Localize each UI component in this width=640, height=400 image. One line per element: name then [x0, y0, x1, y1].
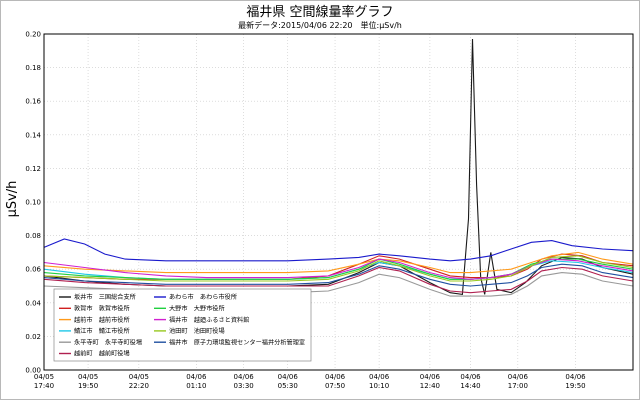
x-tick-time: 12:40 — [420, 382, 440, 390]
x-tick-date: 04/06 — [420, 373, 441, 381]
x-tick-time: 22:20 — [129, 382, 149, 390]
legend-entry: 福井市 越廼ふるさと資料館 — [169, 316, 249, 324]
x-tick-date: 04/05 — [34, 373, 54, 381]
y-tick-label: 0.02 — [25, 333, 41, 341]
legend-entry: あわら市 あわら市役所 — [169, 293, 237, 301]
x-tick-date: 04/06 — [234, 373, 255, 381]
x-tick-date: 04/06 — [460, 373, 481, 381]
series-line — [43, 255, 634, 282]
x-tick-time: 07:50 — [325, 382, 345, 390]
y-tick-label: 0.18 — [25, 64, 41, 72]
series-line — [43, 258, 634, 280]
y-tick-label: 0.04 — [25, 299, 41, 307]
series-line — [43, 266, 634, 294]
y-tick-label: 0.00 — [25, 367, 41, 375]
x-tick-time: 19:50 — [565, 382, 585, 390]
legend-entry: 福井市 原子力環境監視センター福井分析管理室 — [169, 338, 305, 346]
x-tick-date: 04/06 — [369, 373, 390, 381]
legend-entry: 大野市 大野市役所 — [169, 305, 225, 313]
legend-entry: 池田町 池田町役場 — [169, 327, 225, 335]
y-tick-label: 0.16 — [25, 98, 41, 106]
x-tick-date: 04/06 — [186, 373, 207, 381]
legend-box — [53, 288, 312, 362]
x-tick-date: 04/06 — [325, 373, 346, 381]
y-tick-label: 0.08 — [25, 232, 41, 240]
legend-entry: 鯖江市 鯖江市役所 — [74, 327, 130, 335]
y-ticks: 0.00 0.02 0.04 0.06 0.08 0.10 0.12 0.14 0.16 0.18… — [25, 31, 41, 375]
x-tick-time: 01:10 — [186, 382, 206, 390]
y-tick-label: 0.20 — [25, 31, 41, 39]
x-tick-date: 04/06 — [278, 373, 299, 381]
chart-subtitle: 最新データ:2015/04/06 22:20 単位:μSv/h — [238, 20, 402, 30]
x-tick-time: 17:00 — [508, 382, 528, 390]
legend-entry: 坂井市 三国総合支所 — [74, 293, 136, 301]
series-line — [43, 251, 634, 274]
x-tick-time: 17:40 — [34, 382, 54, 390]
x-tick-date: 04/05 — [129, 373, 149, 381]
x-tick-date: 04/06 — [508, 373, 529, 381]
y-tick-label: 0.12 — [25, 165, 41, 173]
y-tick-label: 0.14 — [25, 131, 41, 139]
y-tick-label: 0.10 — [25, 199, 41, 207]
series-line — [43, 238, 634, 262]
x-tick-time: 03:30 — [234, 382, 254, 390]
series-line — [43, 38, 634, 296]
y-axis-label: μSv/h — [5, 181, 20, 218]
legend-entry: 永平寺町 永平寺町役場 — [74, 338, 142, 346]
x-tick-time: 14:40 — [460, 382, 480, 390]
x-tick-date: 04/05 — [78, 373, 98, 381]
plot-border — [43, 33, 634, 371]
x-tick-time: 19:50 — [78, 382, 98, 390]
legend-entry: 敦賀市 敦賀市役所 — [74, 305, 130, 313]
series-line — [43, 263, 634, 287]
legend-entry: 越前市 越前市役所 — [74, 316, 130, 324]
x-ticks: 04/0517:4004/0519:5004/0522:2004/0601:10… — [34, 373, 586, 390]
x-tick-time: 10:10 — [369, 382, 389, 390]
y-tick-label: 0.06 — [25, 266, 41, 274]
chart-title: 福井県 空間線量率グラフ — [246, 4, 393, 20]
legend-entry: 越前町 越前町役場 — [74, 350, 130, 358]
x-tick-date: 04/06 — [565, 373, 586, 381]
x-tick-time: 05:30 — [278, 382, 298, 390]
series-lines — [43, 38, 634, 297]
